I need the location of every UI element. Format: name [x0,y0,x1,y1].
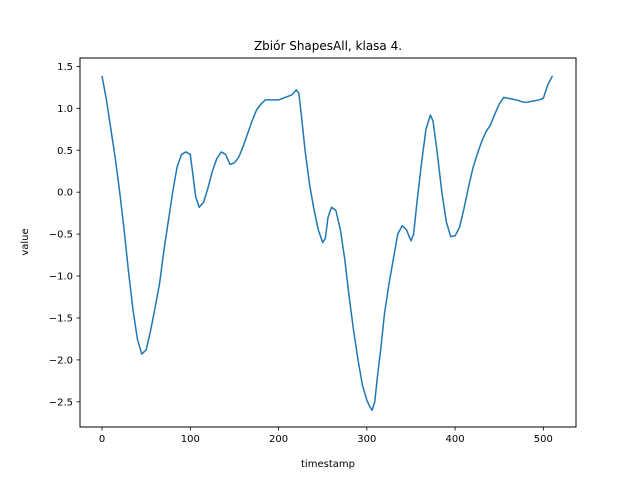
chart-title: Zbiór ShapesAll, klasa 4. [254,39,402,53]
y-tick-label: 0.5 [57,146,73,157]
y-axis: −2.5 −2.0 −1.5 −1.0 −0.5 0.0 0.5 1.0 1.5 [49,62,80,408]
x-tick-label: 500 [534,434,553,445]
series-line [101,75,553,411]
x-tick-label: 400 [446,434,465,445]
x-tick-label: 200 [269,434,288,445]
x-axis: 0 100 200 300 400 500 [99,427,553,445]
x-axis-label: timestamp [301,459,355,470]
y-tick-label: −2.0 [49,355,73,366]
plot-area [79,57,577,428]
y-tick-label: −1.5 [49,313,73,324]
x-tick-label: 100 [181,434,200,445]
y-tick-label: −1.0 [49,272,73,283]
x-tick-label: 300 [357,434,376,445]
y-tick-label: −0.5 [49,230,73,241]
y-axis-label: value [20,228,31,255]
y-tick-label: 1.5 [57,62,73,73]
y-tick-label: 1.0 [57,104,73,115]
y-tick-label: 0.0 [57,188,73,199]
x-tick-label: 0 [99,434,105,445]
y-tick-label: −2.5 [49,397,73,408]
series-layer [101,75,553,411]
